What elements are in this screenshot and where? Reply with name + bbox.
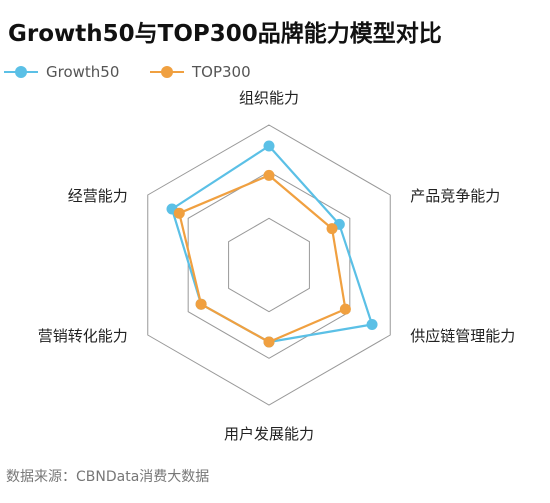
legend-marker-growth50 xyxy=(4,66,38,78)
source-note: 数据来源：CBNData消费大数据 xyxy=(6,469,210,485)
data-point-top300-1 xyxy=(263,169,275,181)
grid-ring-2 xyxy=(187,171,351,359)
legend-item-top300: TOP300 xyxy=(150,62,251,82)
legend-label-top300: TOP300 xyxy=(192,63,251,81)
legend-item-growth50: Growth50 xyxy=(4,62,119,82)
data-point-top300-3 xyxy=(339,303,351,315)
grid-ring-3 xyxy=(147,124,391,406)
axis-label-3: 供应链管理能力 xyxy=(410,327,515,345)
data-point-top300-2 xyxy=(326,223,338,235)
data-point-growth50-1 xyxy=(263,140,275,152)
chart-title: Growth50与TOP300品牌能力模型对比 xyxy=(8,21,442,47)
series-line-top300 xyxy=(178,174,347,344)
grid-ring-1 xyxy=(228,217,310,313)
legend-marker-top300 xyxy=(150,66,184,78)
legend-label-growth50: Growth50 xyxy=(46,63,120,81)
axis-label-2: 产品竞争能力 xyxy=(410,187,500,205)
axis-label-4: 用户发展能力 xyxy=(224,425,314,443)
data-point-top300-5 xyxy=(195,298,207,310)
axis-label-5: 营销转化能力 xyxy=(38,327,128,345)
data-point-top300-6 xyxy=(173,207,185,219)
axis-label-1: 组织能力 xyxy=(239,89,299,107)
data-point-growth50-3 xyxy=(366,319,378,330)
data-point-top300-4 xyxy=(263,336,275,348)
axis-label-6: 经营能力 xyxy=(68,187,128,205)
